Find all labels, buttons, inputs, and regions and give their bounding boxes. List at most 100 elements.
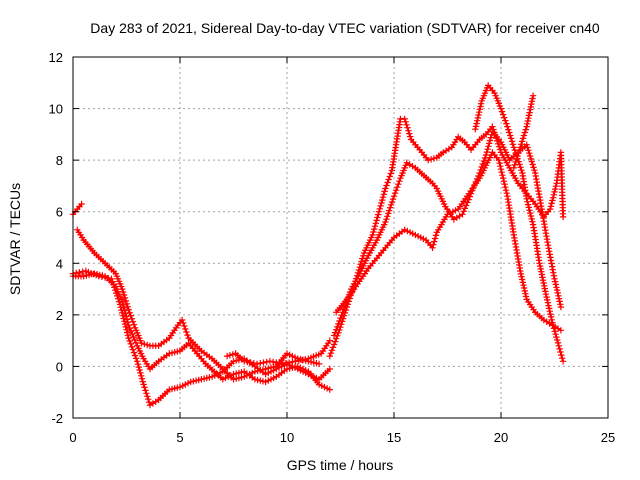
x-axis-label: GPS time / hours <box>287 457 394 473</box>
data-point <box>396 178 403 185</box>
data-point <box>389 195 397 203</box>
data-point <box>404 124 411 131</box>
data-point <box>386 207 393 214</box>
data-point <box>141 340 148 348</box>
data-point <box>383 216 390 223</box>
data-point <box>546 251 553 258</box>
data-point <box>371 223 379 230</box>
data-point <box>553 333 560 341</box>
data-point <box>129 330 136 338</box>
data-point <box>544 296 551 304</box>
data-point <box>486 140 493 147</box>
data-point <box>431 235 439 242</box>
data-point <box>486 137 494 144</box>
x-tick-label: 25 <box>601 430 615 445</box>
data-point <box>559 355 566 362</box>
data-point <box>382 185 389 192</box>
data-point <box>550 191 557 198</box>
data-point <box>373 217 380 224</box>
data-point <box>518 141 525 148</box>
data-point <box>330 341 338 348</box>
data-point <box>369 231 376 239</box>
data-point <box>124 329 131 336</box>
data-point <box>124 332 132 339</box>
data-point <box>335 320 342 328</box>
data-point <box>384 179 391 186</box>
data-point <box>250 360 257 367</box>
data-point <box>551 278 559 285</box>
data-point <box>145 396 152 403</box>
data-point <box>111 284 118 291</box>
data-point <box>110 281 117 288</box>
plot-frame <box>72 56 609 419</box>
data-point <box>510 144 517 151</box>
data-point <box>524 144 531 151</box>
data-point <box>556 345 563 353</box>
x-tick-label: 20 <box>494 430 508 445</box>
data-point <box>380 191 387 198</box>
data-series <box>510 92 537 172</box>
data-point <box>120 291 128 299</box>
data-point <box>507 135 515 142</box>
data-point <box>125 334 132 342</box>
data-point <box>138 372 145 379</box>
data-point <box>513 155 520 163</box>
data-point <box>121 294 129 302</box>
data-point <box>487 134 494 141</box>
data-point <box>502 184 509 191</box>
data-point <box>520 132 528 139</box>
data-point <box>461 205 469 212</box>
data-point <box>512 158 519 166</box>
data-point <box>529 218 536 225</box>
data-point <box>524 117 531 125</box>
data-point <box>550 325 558 332</box>
data-point <box>514 255 522 263</box>
data-point <box>132 355 140 362</box>
data-point <box>376 205 383 212</box>
data-point <box>98 273 106 280</box>
data-point <box>138 340 145 347</box>
data-point <box>145 399 153 406</box>
series-line <box>328 117 565 357</box>
data-point <box>377 202 384 210</box>
data-point <box>552 183 560 190</box>
data-point <box>510 231 517 239</box>
data-point <box>527 212 535 220</box>
data-point <box>548 260 555 267</box>
data-point <box>183 328 190 336</box>
data-point <box>315 360 323 368</box>
data-point <box>182 325 189 333</box>
data-point <box>517 267 524 275</box>
data-point <box>379 196 386 204</box>
data-point <box>407 133 414 140</box>
series-line <box>73 272 331 391</box>
data-point <box>548 316 555 323</box>
data-point <box>537 202 545 210</box>
data-point <box>552 281 559 288</box>
data-point <box>529 161 536 168</box>
data-point <box>134 358 141 365</box>
data-point <box>497 163 504 170</box>
data-point <box>538 268 545 275</box>
data-point <box>541 221 548 228</box>
series-line <box>333 130 562 336</box>
data-point <box>544 242 552 249</box>
data-point <box>501 181 508 188</box>
data-point <box>430 155 438 162</box>
data-point <box>524 198 531 205</box>
data-point <box>526 150 533 157</box>
data-point <box>142 387 149 394</box>
data-point <box>385 210 392 217</box>
y-axis-label: SDTVAR / TECUs <box>7 183 23 295</box>
data-point <box>140 381 147 388</box>
data-point <box>509 141 517 148</box>
data-point <box>126 324 134 332</box>
data-point <box>115 295 122 302</box>
data-point <box>430 241 437 248</box>
data-point <box>559 213 567 221</box>
data-point <box>134 361 142 368</box>
data-point <box>122 323 129 331</box>
data-point <box>547 310 554 318</box>
data-point <box>517 164 524 171</box>
data-point <box>464 199 471 206</box>
